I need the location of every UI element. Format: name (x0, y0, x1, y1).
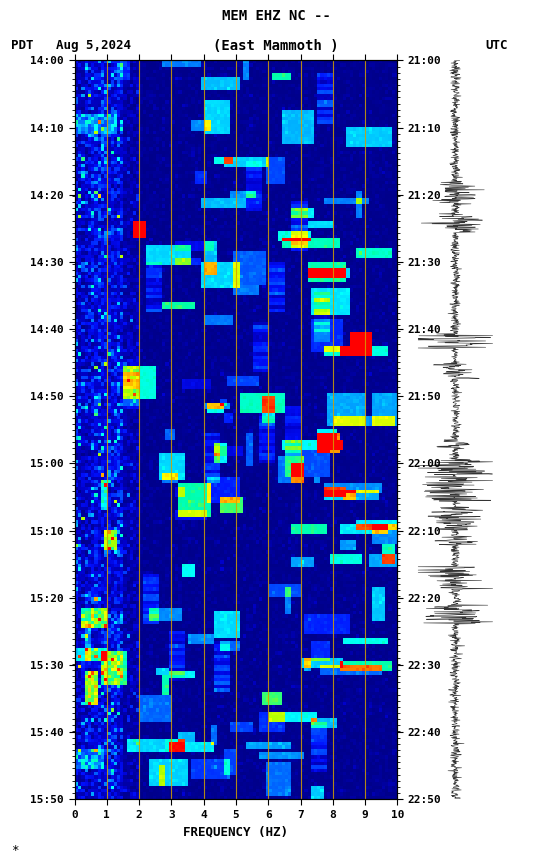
Text: (East Mammoth ): (East Mammoth ) (213, 39, 339, 54)
X-axis label: FREQUENCY (HZ): FREQUENCY (HZ) (183, 825, 289, 838)
Text: *: * (11, 843, 19, 856)
Text: PDT   Aug 5,2024: PDT Aug 5,2024 (11, 39, 131, 53)
Text: UTC: UTC (486, 39, 508, 53)
Text: MEM EHZ NC --: MEM EHZ NC -- (221, 10, 331, 23)
